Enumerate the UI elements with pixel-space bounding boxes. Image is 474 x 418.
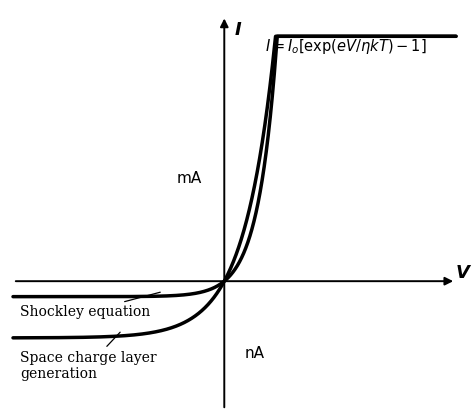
Text: $I = I_o[\mathrm{exp}(eV/\eta kT) - 1]$: $I = I_o[\mathrm{exp}(eV/\eta kT) - 1]$ <box>265 37 427 56</box>
Text: Space charge layer
generation: Space charge layer generation <box>20 332 156 381</box>
Text: nA: nA <box>245 346 265 361</box>
Text: mA: mA <box>177 171 202 186</box>
Text: V: V <box>456 265 470 283</box>
Text: I: I <box>235 21 241 39</box>
Text: Shockley equation: Shockley equation <box>20 292 160 319</box>
